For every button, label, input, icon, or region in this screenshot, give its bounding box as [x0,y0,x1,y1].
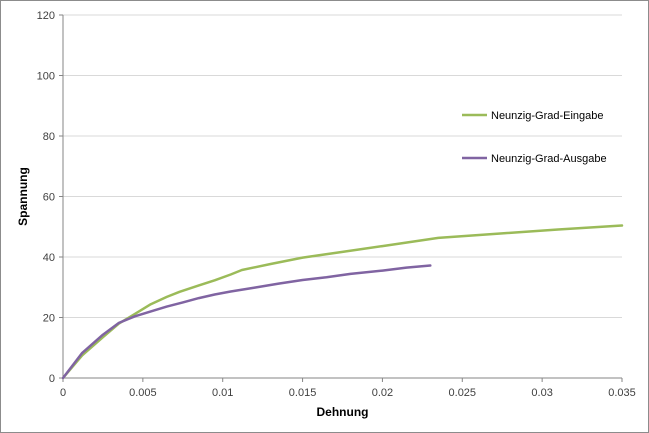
legend-label-eingabe: Neunzig-Grad-Eingabe [491,110,604,122]
y-tick-label: 80 [43,131,55,143]
x-tick-label: 0.035 [608,387,636,399]
gridlines [63,14,622,318]
x-tick-label: 0.005 [129,387,157,399]
series-line-ausgabe [61,264,432,380]
y-tick-label: 120 [37,10,55,22]
legend: Neunzig-Grad-Eingabe Neunzig-Grad-Ausgab… [462,110,607,165]
x-axis-title: Dehnung [317,405,369,419]
y-tick-label: 20 [43,313,55,325]
y-tick-label: 0 [49,373,55,385]
x-tick-label: 0 [60,387,66,399]
series-line-eingabe [61,224,624,380]
y-tick-label: 40 [43,252,55,264]
y-axis-title: Spannung [16,167,30,226]
legend-label-ausgabe: Neunzig-Grad-Ausgabe [491,153,607,165]
x-tick-label: 0.02 [372,387,393,399]
x-tick-label: 0.01 [212,387,233,399]
y-tick-label: 60 [43,192,55,204]
x-tick-label: 0.015 [289,387,317,399]
series-lines [61,224,624,380]
axes [59,14,623,382]
y-tick-label: 100 [37,71,55,83]
x-tick-label: 0.025 [449,387,477,399]
x-tick-label: 0.03 [531,387,552,399]
tick-labels: 0 20 40 60 80 100 120 0 0.005 0.01 0.015 0.02 0.025 0… [37,10,636,399]
